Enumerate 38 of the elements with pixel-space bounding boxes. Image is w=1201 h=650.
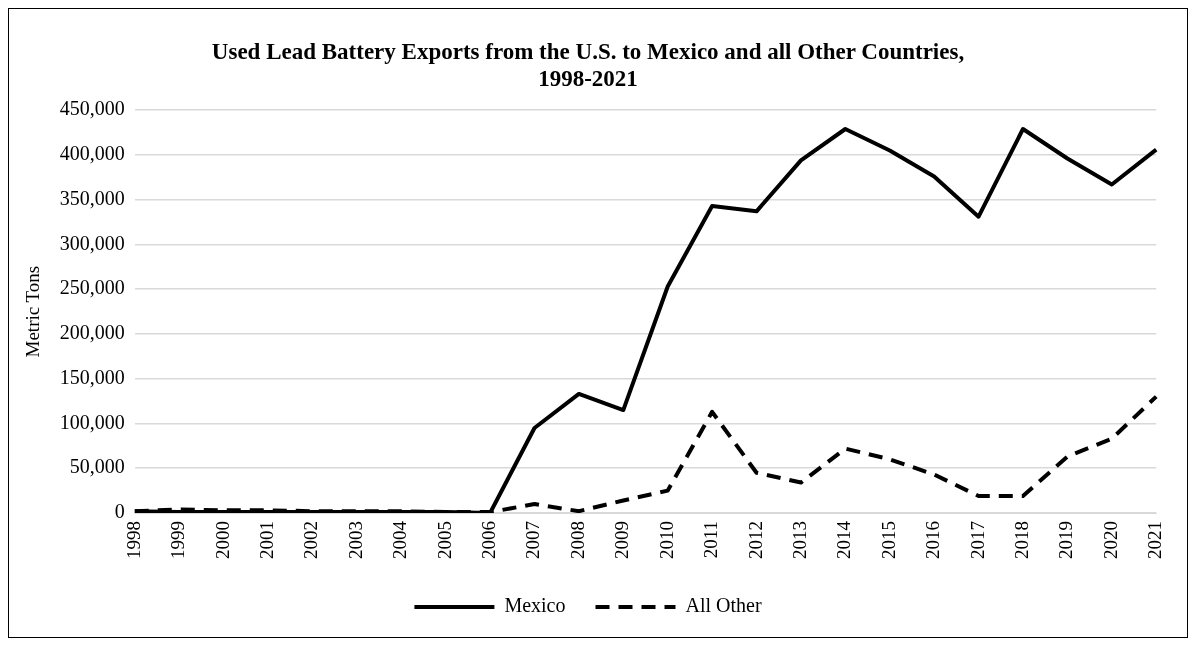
y-tick-label: 450,000 [59,97,125,120]
x-tick-label: 2010 [655,521,677,559]
x-tick-label: 2016 [922,521,944,559]
x-tick-label: 1998 [122,521,144,559]
y-tick-label: 350,000 [59,186,125,209]
chart-title: Used Lead Battery Exports from the U.S. to Mexico and all Other Countries, 1998-2021 [211,38,965,92]
x-tick-label: 2021 [1144,521,1166,559]
x-tick-label: 2011 [700,521,722,559]
y-tick-label: 150,000 [59,365,125,388]
x-tick-label: 2001 [256,521,278,559]
legend-label: Mexico [504,594,566,617]
y-tick-label: 300,000 [59,231,125,254]
x-tick-label: 2002 [300,521,322,559]
x-tick-label: 2009 [611,521,633,559]
x-tick-label: 2012 [744,521,766,559]
y-tick-label: 0 [114,500,125,523]
x-tick-label: 2007 [522,521,544,559]
x-tick-label: 2006 [478,521,500,559]
y-tick-label: 250,000 [59,276,125,299]
legend-label: All Other [685,594,762,617]
x-tick-label: 2013 [788,521,810,559]
x-tick-label: 2015 [877,521,899,559]
x-tick-label: 2014 [833,520,855,559]
y-axis-title: Metric Tons [22,265,44,358]
x-tick-label: 2020 [1099,521,1121,559]
x-tick-label: 2005 [433,521,455,559]
x-tick-label: 2008 [566,521,588,559]
x-tick-label: 2017 [966,521,988,559]
y-tick-label: 50,000 [69,455,125,478]
x-tick-label: 2003 [344,521,366,559]
x-tick-label: 1999 [167,521,189,559]
x-tick-label: 2004 [389,520,411,559]
y-tick-label: 200,000 [59,321,125,344]
x-tick-label: 2018 [1010,521,1032,559]
x-tick-label: 2019 [1055,521,1077,559]
y-tick-label: 400,000 [59,142,125,165]
y-tick-label: 100,000 [59,410,125,433]
x-tick-label: 2000 [211,521,233,559]
